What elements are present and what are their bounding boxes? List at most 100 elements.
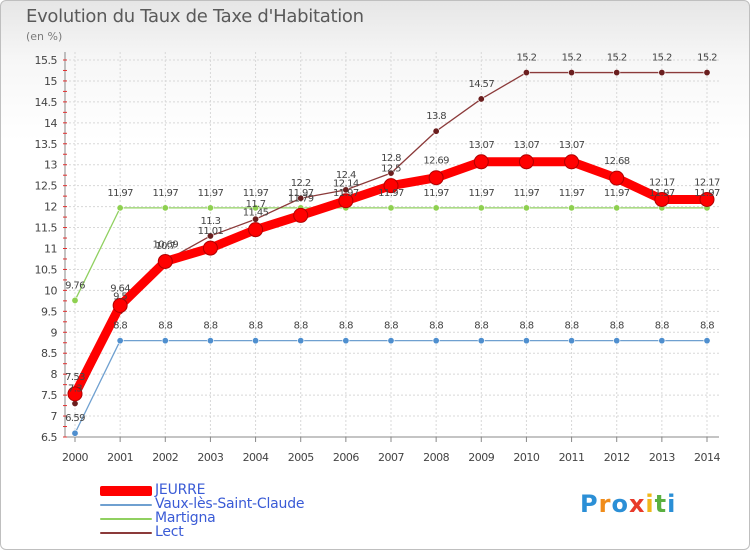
point-lect: [522, 69, 530, 77]
legend-swatch-vaux: [100, 504, 152, 506]
data-label-martigna: 11.97: [423, 188, 449, 199]
y-tick-label: 14: [44, 117, 57, 130]
data-label-jeurre: 11.79: [288, 193, 314, 204]
point-martigna: [477, 204, 485, 212]
data-label-jeurre: 10.69: [152, 239, 178, 250]
y-tick-label: 10: [44, 284, 57, 297]
point-jeurre: [699, 191, 715, 207]
x-tick-label: 2008: [423, 451, 449, 464]
point-martigna: [387, 204, 395, 212]
point-vaux: [342, 337, 350, 345]
point-vaux: [658, 337, 666, 345]
series-line-vaux: [74, 340, 708, 434]
data-label-jeurre: 12.69: [423, 156, 449, 167]
y-tick-label: 15.5: [35, 54, 58, 67]
data-label-vaux: 6.59: [65, 413, 85, 424]
y-tick-label: 6.5: [41, 431, 57, 444]
x-tick-label: 2007: [378, 451, 404, 464]
y-tick-label: 11: [44, 243, 57, 256]
y-tick-label: 12: [44, 201, 57, 214]
point-lect: [477, 95, 485, 103]
data-label-jeurre: 13.07: [514, 140, 540, 151]
x-tick-label: 2012: [604, 451, 630, 464]
point-jeurre: [112, 297, 128, 313]
point-jeurre: [202, 240, 218, 256]
data-label-vaux: 8.8: [610, 321, 624, 332]
data-label-vaux: 8.8: [158, 321, 172, 332]
data-label-martigna: 11.97: [694, 188, 720, 199]
series-layer: [67, 69, 715, 437]
point-martigna: [432, 204, 440, 212]
x-tick-label: 2013: [649, 451, 675, 464]
data-label-lect: 12.8: [381, 153, 401, 164]
point-lect: [703, 69, 711, 77]
data-label-vaux: 8.8: [565, 321, 579, 332]
data-label-martigna: 11.97: [198, 188, 224, 199]
data-label-martigna: 9.76: [65, 280, 85, 291]
point-vaux: [703, 337, 711, 345]
data-label-lect: 7.3: [68, 383, 82, 394]
y-tick-label: 8: [51, 368, 58, 381]
legend-label-jeurre: JEURRE: [155, 482, 206, 498]
data-label-lect: 10.7: [155, 241, 175, 252]
logo-letter: i: [645, 490, 655, 518]
point-vaux: [161, 337, 169, 345]
axis-tick-labels: 6.5 7 7.5 8 8.5 9 9.5 10 10.5 11 11.5 12 12.5 13 13.5 1…: [35, 54, 721, 464]
y-tick-label: 13.5: [35, 138, 58, 151]
y-tick-label: 14.5: [35, 96, 58, 109]
point-lect: [432, 127, 440, 135]
y-tick-label: 9.5: [41, 305, 57, 318]
y-tick-label: 7: [51, 410, 58, 423]
x-tick-label: 2014: [694, 451, 720, 464]
point-martigna: [116, 204, 124, 212]
x-tick-label: 2010: [513, 451, 539, 464]
point-martigna: [252, 204, 260, 212]
point-martigna: [568, 204, 576, 212]
point-vaux: [477, 337, 485, 345]
point-jeurre: [293, 207, 309, 223]
point-lect: [342, 186, 350, 194]
point-lect: [613, 69, 621, 77]
data-label-lect: 11.7: [246, 199, 266, 210]
logo-letter: t: [654, 490, 668, 518]
y-tick-label: 15: [44, 75, 57, 88]
point-vaux: [613, 337, 621, 345]
logo-letter: i: [667, 490, 677, 518]
legend-label-vaux: Vaux-lès-Saint-Claude: [155, 496, 305, 512]
x-tick-label: 2011: [559, 451, 585, 464]
data-label-lect: 14.57: [468, 79, 494, 90]
data-label-martigna: 11.97: [288, 188, 314, 199]
data-label-martigna: 11.97: [649, 188, 675, 199]
point-vaux: [432, 337, 440, 345]
data-label-jeurre: 9.64: [110, 283, 130, 294]
y-tick-label: 11.5: [35, 222, 58, 235]
y-tick-label: 10.5: [35, 263, 58, 276]
data-labels-layer: 6.59 8.8 8.8 8.8 8.8 8.8 8.8 8.8 8.8 8.8 8.8 8.8 8.8…: [65, 53, 721, 425]
point-jeurre: [157, 253, 173, 269]
y-tick-label: 8.5: [41, 347, 57, 360]
x-tick-label: 2006: [333, 451, 359, 464]
y-tick-label: 13: [44, 159, 57, 172]
data-label-jeurre: 13.07: [559, 140, 585, 151]
y-tick-label: 12.5: [35, 180, 58, 193]
point-jeurre: [654, 191, 670, 207]
legend-label-martigna: Martigna: [155, 510, 216, 526]
point-lect: [658, 69, 666, 77]
grid-lines: [65, 52, 719, 437]
data-label-martigna: 11.97: [559, 188, 585, 199]
point-jeurre: [338, 193, 354, 209]
point-vaux: [522, 337, 530, 345]
x-tick-label: 2009: [468, 451, 494, 464]
point-martigna: [613, 204, 621, 212]
point-vaux: [297, 337, 305, 345]
data-label-lect: 9.5: [113, 291, 127, 302]
data-label-vaux: 8.8: [384, 321, 398, 332]
data-label-vaux: 8.8: [429, 321, 443, 332]
data-label-vaux: 8.8: [294, 321, 308, 332]
axes: [63, 52, 719, 442]
point-jeurre: [67, 386, 83, 402]
data-label-vaux: 8.8: [249, 321, 263, 332]
point-martigna: [522, 204, 530, 212]
data-label-martigna: 11.97: [243, 188, 269, 199]
